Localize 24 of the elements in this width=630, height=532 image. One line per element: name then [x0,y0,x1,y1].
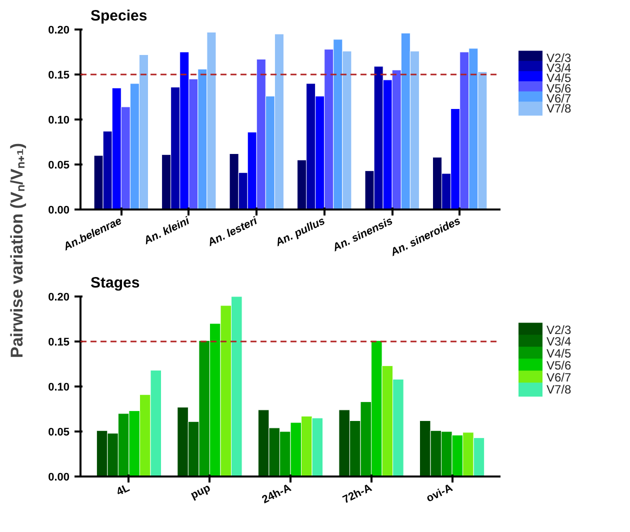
x-tick-label: pup [188,482,213,502]
legend-label: V3/4 [546,60,572,75]
x-tick-label: 4L [114,482,132,498]
y-tick-label: 0.15 [48,336,70,348]
x-tick-label: ovi-A [424,482,455,505]
y-axis-title: Pairwise variation (Vₙ/Vₙ₊₁) [8,142,26,358]
y-tick-label: 0.00 [48,204,70,216]
y-tick-label: 0.20 [48,24,70,36]
x-tick-label: 72h-A [341,482,374,506]
y-tick-label: 0.05 [48,160,70,172]
chart-title: Stages [90,274,140,292]
legend-label: V7/8 [546,382,572,397]
legend-label: V4/5 [546,346,572,361]
y-tick-label: 0.10 [48,114,70,126]
legend-label: V2/3 [546,322,572,337]
legend-label: V3/4 [546,334,572,349]
chart-title: Species [90,8,148,24]
y-tick-label: 0.15 [48,70,70,82]
y-tick-label: 0.10 [48,382,70,394]
legend-label: V6/7 [546,370,572,385]
y-tick-label: 0.00 [48,472,70,484]
legend-label: V5/6 [546,358,572,373]
y-tick-label: 0.05 [48,426,70,438]
y-tick-label: 0.20 [48,292,70,304]
